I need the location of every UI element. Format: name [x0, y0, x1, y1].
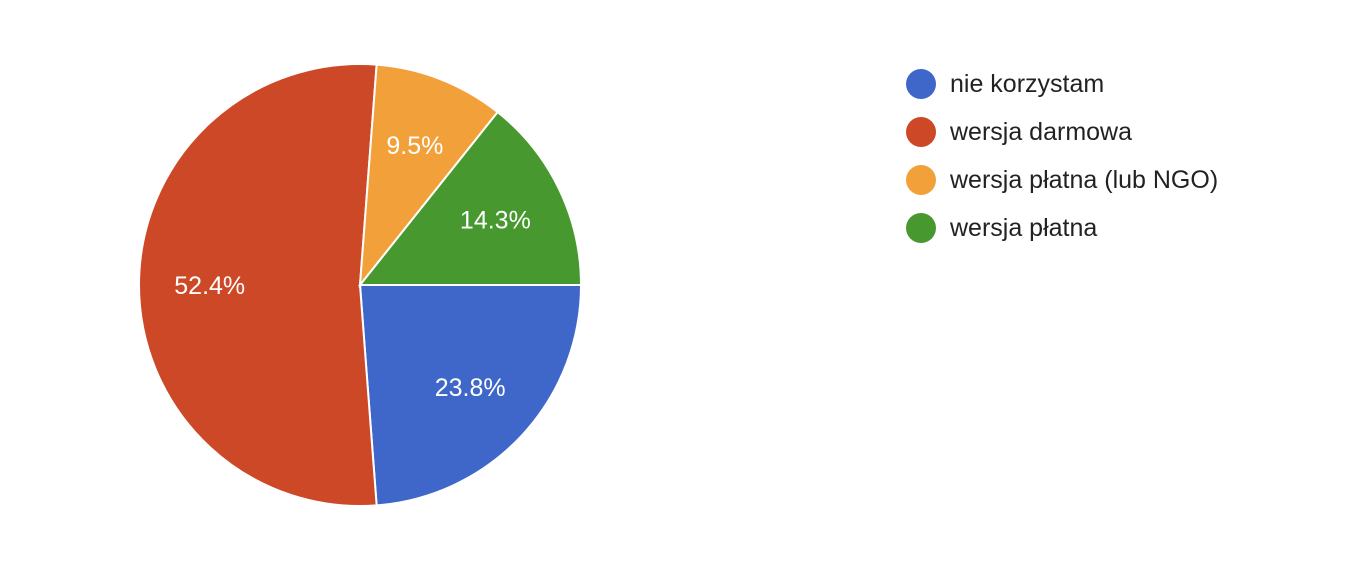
- data-label: 14.3%: [460, 207, 531, 235]
- legend-label: wersja płatna: [950, 213, 1098, 242]
- pie-slice[interactable]: [358, 284, 583, 507]
- data-label: 23.8%: [435, 374, 506, 402]
- legend-swatch: [906, 213, 936, 243]
- legend-item[interactable]: wersja darmowa: [906, 108, 1218, 156]
- legend-swatch: [906, 165, 936, 195]
- legend-item[interactable]: wersja płatna: [906, 204, 1218, 252]
- legend-item[interactable]: nie korzystam: [906, 60, 1218, 108]
- legend: nie korzystam wersja darmowa wersja płat…: [906, 60, 1218, 252]
- data-label: 52.4%: [174, 272, 245, 300]
- legend-swatch: [906, 117, 936, 147]
- legend-swatch: [906, 69, 936, 99]
- pie-slice[interactable]: [357, 110, 583, 286]
- pie-slice[interactable]: [138, 63, 378, 507]
- legend-label: nie korzystam: [950, 69, 1105, 98]
- legend-item[interactable]: wersja płatna (lub NGO): [906, 156, 1218, 204]
- data-label: 9.5%: [386, 132, 443, 160]
- legend-label: wersja płatna (lub NGO): [950, 165, 1219, 194]
- pie-chart: 23.8% 52.4% 9.5% 14.3%: [138, 63, 583, 507]
- legend-label: wersja darmowa: [950, 117, 1133, 146]
- pie-slice[interactable]: [358, 63, 500, 289]
